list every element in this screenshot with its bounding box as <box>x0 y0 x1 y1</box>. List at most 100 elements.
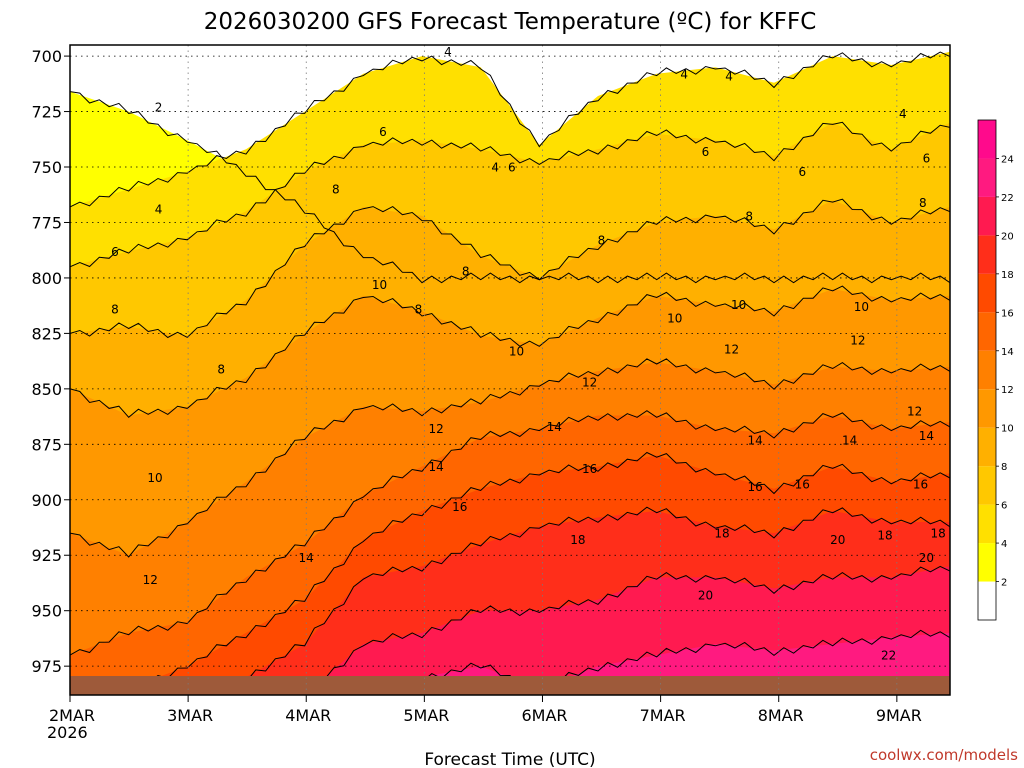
isotherm-4 <box>70 51 950 208</box>
contour-label: 10 <box>372 278 387 292</box>
y-tick-label: 800 <box>31 269 62 288</box>
contour-label: 8 <box>745 209 753 223</box>
colorbar-label: 20 <box>1001 231 1014 242</box>
contour-label: 4 <box>491 161 499 175</box>
y-tick-label: 700 <box>31 47 62 66</box>
contour-label: 10 <box>147 471 162 485</box>
contour-label: 20 <box>830 533 845 547</box>
colorbar-swatch <box>978 273 996 313</box>
contour-label: 6 <box>508 161 516 175</box>
contour-label: 12 <box>907 405 922 419</box>
x-tick-label: 2MAR <box>49 706 95 725</box>
colorbar-swatch <box>978 581 996 620</box>
isotherm-10 <box>70 285 950 418</box>
contour-label: 6 <box>379 125 387 139</box>
y-tick-label: 975 <box>31 657 62 676</box>
contour-label: 6 <box>923 152 931 166</box>
contour-label: 8 <box>919 196 927 210</box>
contour-label: 4 <box>444 45 452 59</box>
colorbar-label: 24 <box>1001 154 1014 165</box>
contour-label: 8 <box>111 302 119 316</box>
colorbar-frame <box>977 119 997 621</box>
colorbar-swatch <box>978 235 996 274</box>
y-tick-label: 725 <box>31 103 62 122</box>
contour-label: 10 <box>509 345 524 359</box>
colorbar-label: 22 <box>1001 193 1014 204</box>
x-tick-label: 7MAR <box>640 706 686 725</box>
colorbar-label: 16 <box>1001 308 1014 319</box>
y-tick-label: 825 <box>31 324 62 343</box>
contour-label: 20 <box>698 589 713 603</box>
x-axis-label: Forecast Time (UTC) <box>424 750 595 768</box>
contour-label: 16 <box>452 500 467 514</box>
contour-label: 12 <box>582 376 597 390</box>
plot-frame <box>69 44 951 696</box>
contour-label: 4 <box>680 67 688 81</box>
contour-label: 6 <box>798 165 806 179</box>
contour-label: 14 <box>842 433 857 447</box>
contour-label: 8 <box>462 265 470 279</box>
isotherm-8 <box>70 198 950 339</box>
contour-label: 14 <box>747 433 762 447</box>
contour-label: 14 <box>547 420 562 434</box>
contour-label: 20 <box>919 551 934 565</box>
colorbar-swatch <box>978 543 996 582</box>
contour-label: 6 <box>111 245 119 259</box>
contour-label: 14 <box>429 460 444 474</box>
isotherm-16 <box>70 451 950 695</box>
y-tick-label: 775 <box>31 213 62 232</box>
colorbar-label: 6 <box>1001 501 1007 512</box>
contour-label: 10 <box>854 300 869 314</box>
isotherm-12 <box>70 358 950 558</box>
y-tick-label: 850 <box>31 380 62 399</box>
colorbar-swatch <box>978 158 996 197</box>
x-tick-label: 8MAR <box>758 706 804 725</box>
colorbar-swatch <box>978 196 996 236</box>
isotherm-2 <box>70 91 950 284</box>
contour-label: 10 <box>731 298 746 312</box>
colorbar-label: 10 <box>1001 424 1014 435</box>
contour-label: 4 <box>725 70 733 84</box>
contour-label: 14 <box>919 429 934 443</box>
x-tick-label: 3MAR <box>167 706 213 725</box>
ground-surface-band <box>70 676 950 695</box>
y-tick-label: 875 <box>31 435 62 454</box>
isotherm-6 <box>70 121 950 268</box>
x-axis-year: 2026 <box>47 723 88 742</box>
isotherm-14 <box>70 410 950 656</box>
contour-label: 8 <box>598 234 606 248</box>
y-tick-label: 925 <box>31 546 62 565</box>
colorbar-swatch <box>978 504 996 544</box>
x-tick-label: 9MAR <box>876 706 922 725</box>
x-tick-label: 5MAR <box>403 706 449 725</box>
contour-label: 12 <box>724 342 739 356</box>
colorbar-swatch <box>978 427 996 467</box>
colorbar-swatch <box>978 312 996 351</box>
colorbar-label: 18 <box>1001 270 1014 281</box>
colorbar-label: 12 <box>1001 385 1014 396</box>
contour-label: 8 <box>415 302 423 316</box>
contour-label: 8 <box>217 362 225 376</box>
y-tick-label: 950 <box>31 602 62 621</box>
contour-label: 16 <box>747 480 762 494</box>
colorbar-label: 14 <box>1001 347 1014 358</box>
contour-label: 16 <box>913 478 928 492</box>
credit-link[interactable]: coolwx.com/models <box>870 746 1018 764</box>
contour-label: 16 <box>795 478 810 492</box>
contour-label: 4 <box>899 107 907 121</box>
contour-label: 12 <box>429 422 444 436</box>
chart-title: 2026030200 GFS Forecast Temperature (ºC)… <box>204 9 817 35</box>
x-tick-label: 4MAR <box>285 706 331 725</box>
colorbar-label: 4 <box>1001 539 1007 550</box>
contour-label: 18 <box>877 529 892 543</box>
contour-label: 12 <box>143 573 158 587</box>
colorbar-label: 2 <box>1001 578 1007 589</box>
y-tick-label: 900 <box>31 491 62 510</box>
contour-label: 6 <box>702 145 710 159</box>
colorbar-swatch <box>978 466 996 505</box>
contour-label: 4 <box>155 203 163 217</box>
contour-label: 12 <box>850 334 865 348</box>
colorbar-swatch <box>978 120 996 159</box>
